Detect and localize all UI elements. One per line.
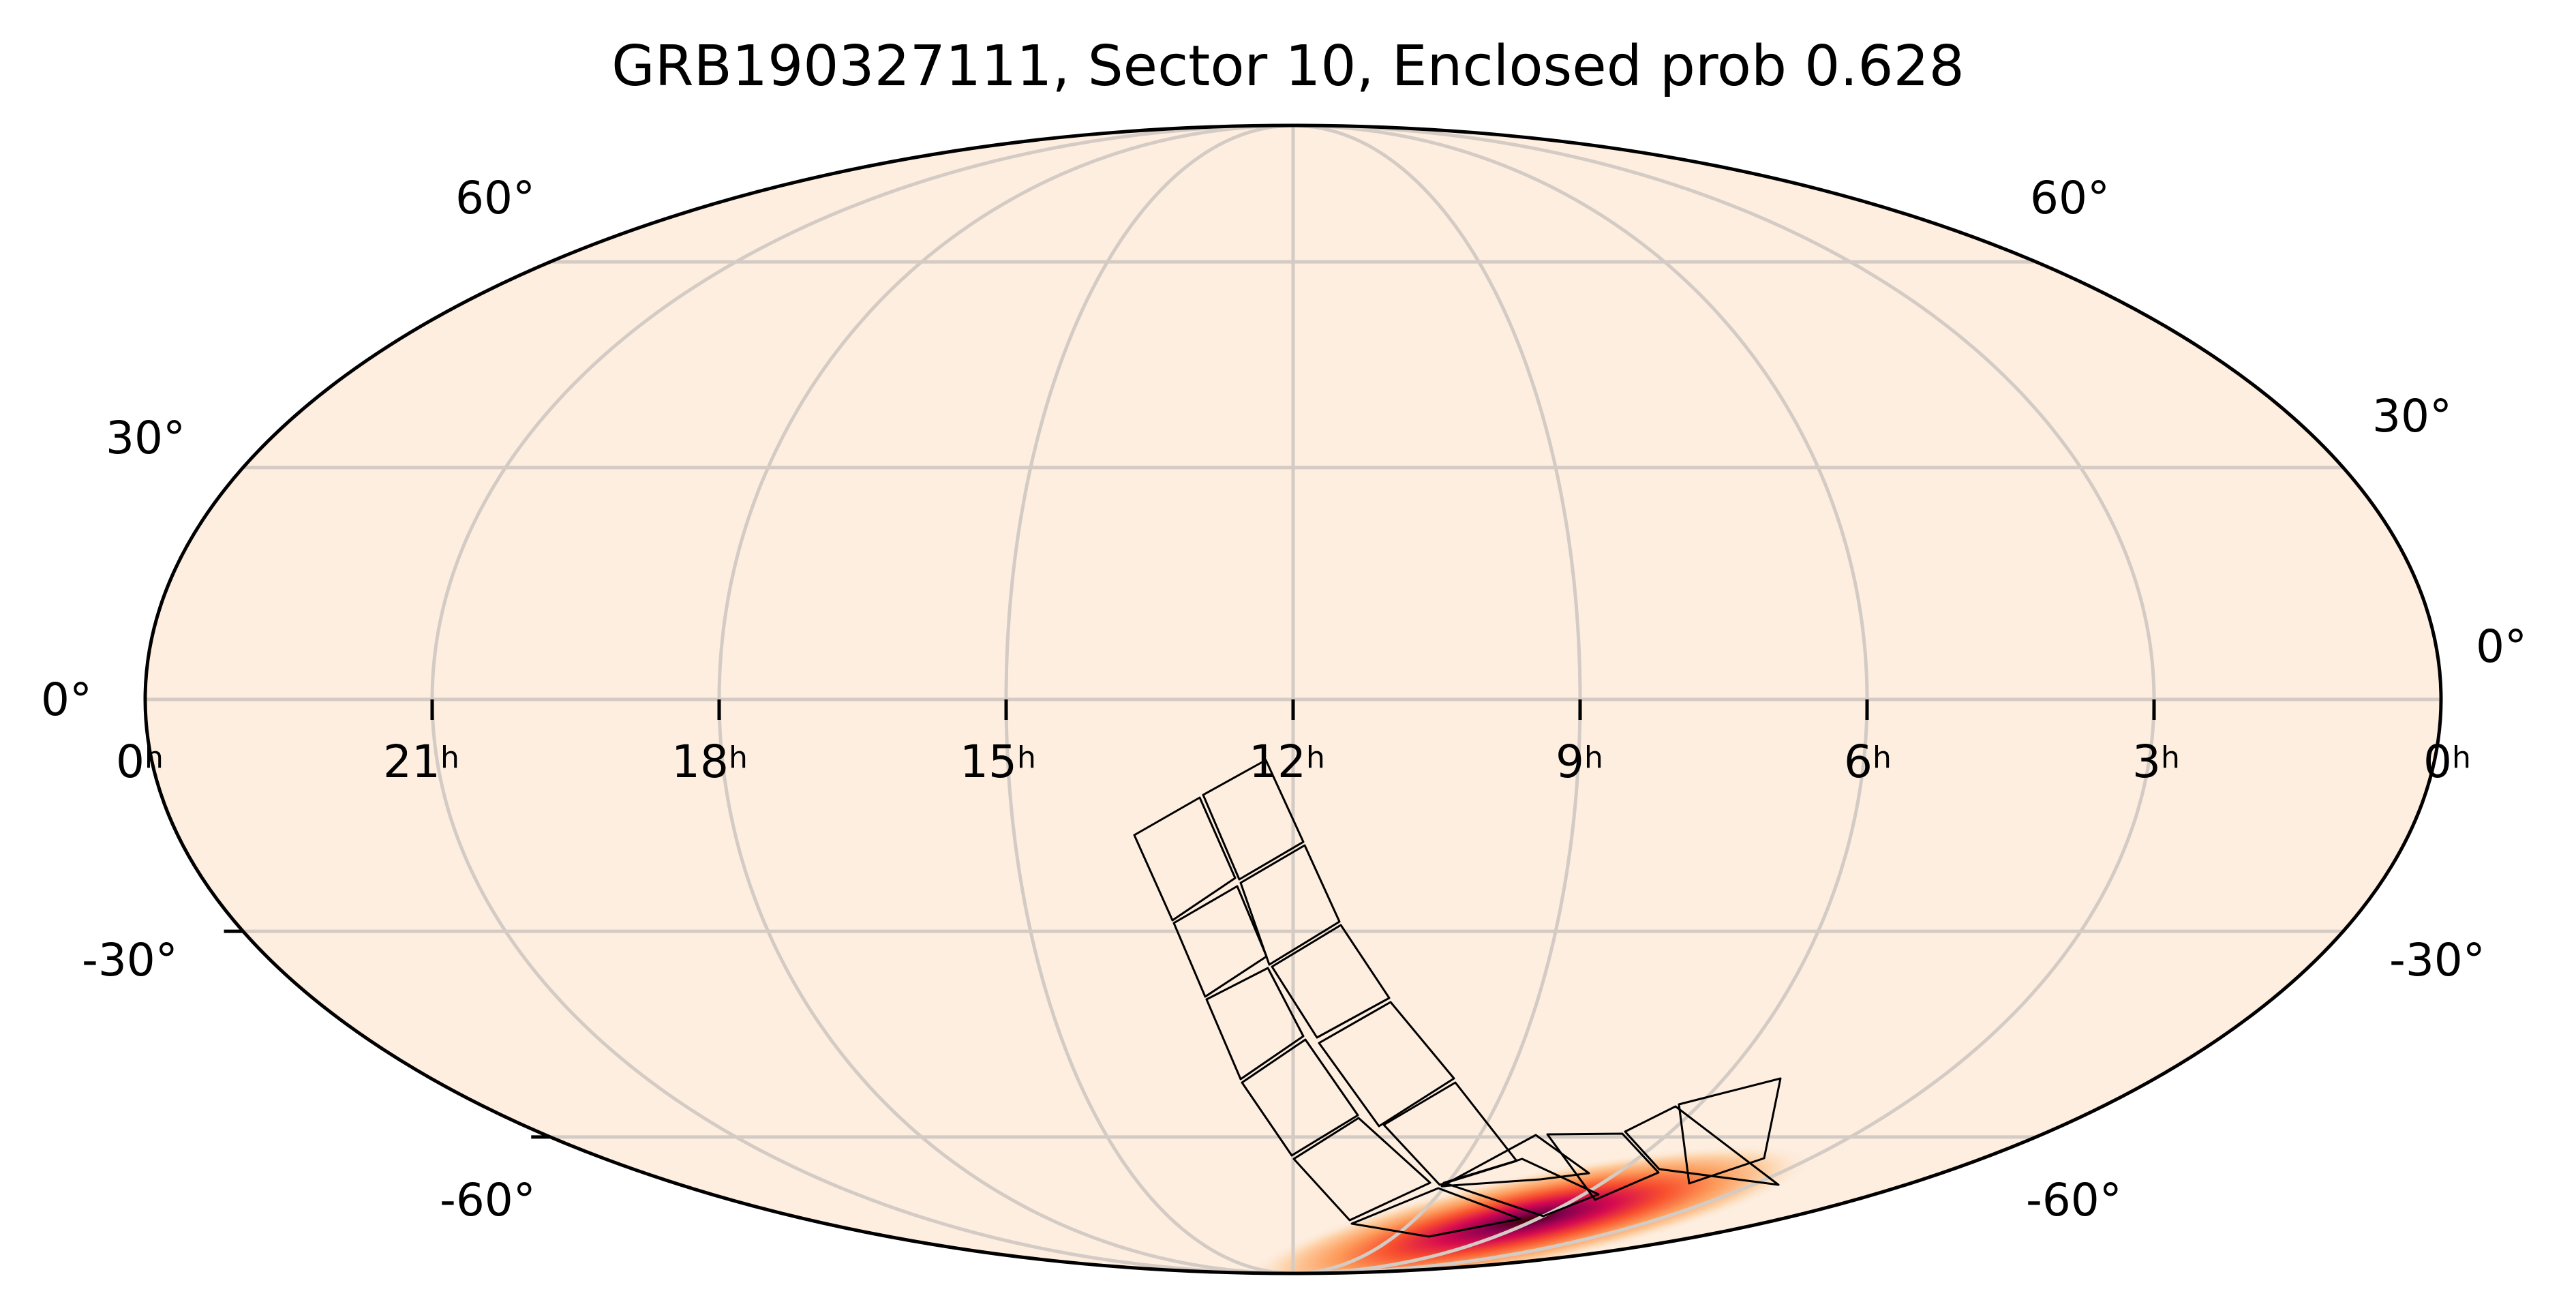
ra-tick-label: 12h [1249,736,1325,788]
ra-tick-label: 9h [1556,736,1603,788]
ra-tick-label: 18h [671,736,748,788]
dec-tick-label: -30° [82,934,178,986]
probability-heatmap [1240,1144,1814,1273]
ra-tick-label: 0h [2423,736,2471,788]
dec-tick-label: 60° [455,172,535,224]
ccd-tile [1624,1105,1780,1186]
ra-tick-label: 3h [2132,736,2180,788]
dec-tick-label: -60° [440,1174,536,1226]
ccd-tile [1678,1077,1782,1185]
dec-tick-label: 0° [2476,620,2527,673]
ccd-tile [1546,1132,1660,1201]
dec-tick-label: 30° [106,412,185,464]
ccd-tile [1442,1158,1600,1218]
ccd-tile [1239,844,1341,966]
sky-outline [143,123,2443,1275]
dec-tick-label: 30° [2372,390,2452,442]
ra-tick-label: 0h [116,736,164,788]
sector-footprint-tiles [1133,759,1782,1238]
ccd-tile [1350,1187,1521,1238]
dec-tick-label: -30° [2389,934,2485,986]
ccd-tile [1318,1001,1455,1128]
ccd-tile [1202,759,1305,881]
chart-title: GRB190327111, Sector 10, Enclosed prob 0… [611,34,1965,99]
ccd-tile [1271,924,1391,1039]
ccd-tile [1241,1038,1359,1157]
ccd-tile [1292,1117,1431,1222]
ccd-tile [1440,1134,1590,1188]
ra-tick-label: 15h [960,736,1036,788]
ccd-tile [1133,796,1237,922]
ra-tick-label: 21h [383,736,459,788]
dec-tick-label: -60° [2026,1174,2122,1226]
dec-tick-label: 60° [2030,172,2110,224]
ccd-tile [1205,967,1305,1080]
ra-tick-label: 6h [1844,736,1892,788]
dec-tick-label: 0° [41,674,92,726]
